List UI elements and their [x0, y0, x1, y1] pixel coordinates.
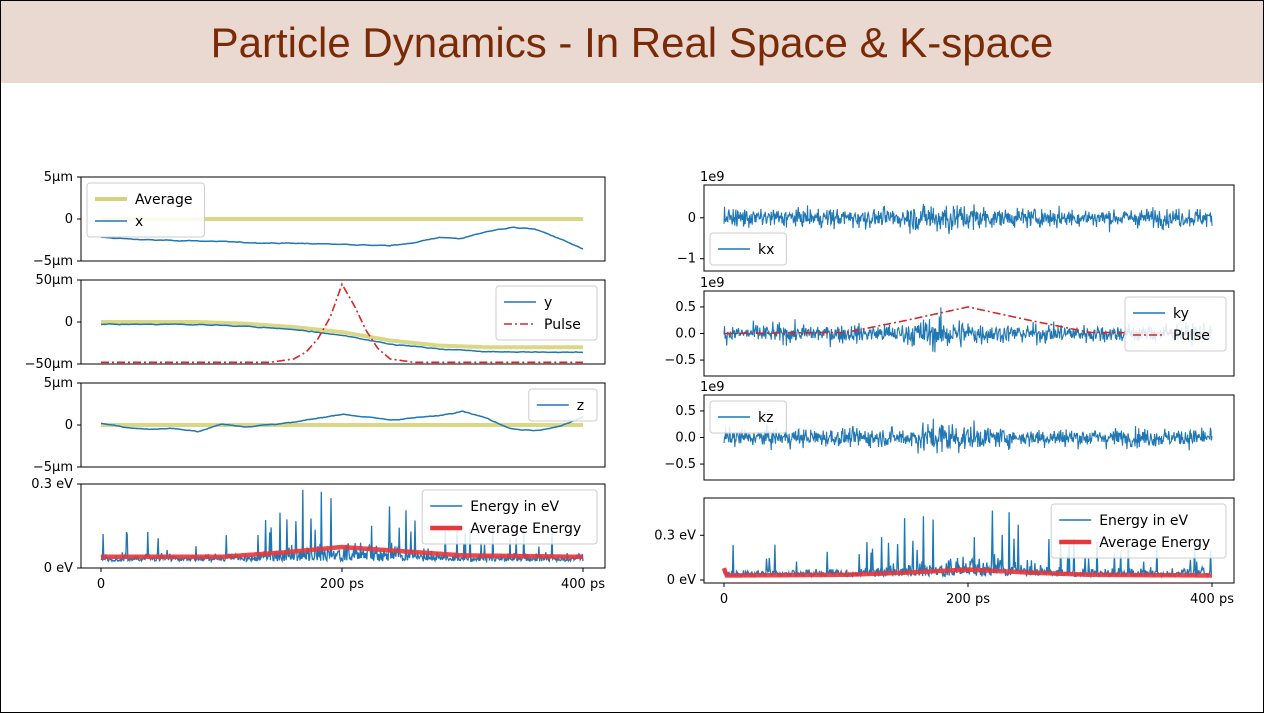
series-z: [100, 410, 584, 433]
series-average-energy: [101, 544, 583, 560]
y-tick-label: 50μm: [36, 273, 73, 288]
series-pulse: [101, 282, 583, 364]
series-y: [100, 323, 584, 354]
y-tick-label: −0.5: [664, 353, 696, 368]
legend-box: [1050, 503, 1227, 559]
x-tick-label: 400 ps: [561, 577, 605, 592]
legend-box: [421, 489, 598, 545]
offset-label: 1e9: [700, 170, 725, 185]
legend-label: Energy in eV: [470, 499, 559, 515]
chart-panel-k-x: 0 −1 1e9 kx: [677, 170, 1235, 272]
legend-label: Average: [135, 192, 193, 208]
y-tick-label: 5μm: [44, 170, 73, 185]
y-tick-label: −5μm: [33, 460, 73, 475]
x-tick-label: 200 ps: [320, 577, 364, 592]
series-average: [101, 320, 583, 350]
offset-label: 1e9: [700, 276, 725, 291]
y-tick-label: 0.3 eV: [654, 528, 696, 543]
slide-title: Particle Dynamics - In Real Space & K-sp…: [210, 19, 1054, 66]
y-tick-label: 0: [65, 212, 73, 227]
y-tick-label: 5μm: [44, 376, 73, 391]
legend-label: z: [577, 398, 584, 414]
legend-box: [495, 285, 598, 341]
legend-box: [1124, 296, 1227, 352]
legend-label: Pulse: [544, 317, 581, 333]
x-tick-label: 200 ps: [946, 592, 990, 607]
legend-label: ky: [1173, 306, 1189, 322]
legend-label: y: [544, 295, 552, 311]
legend-label: kz: [758, 410, 773, 426]
chart-panel-real-energy: 0.3 eV 0 eV 0 200 ps 400 ps Energy in eV Avera…: [31, 477, 606, 592]
chart-panel-k-energy: 0.3 eV 0 eV 0 200 ps 400 ps Energy in eV Avera…: [654, 497, 1235, 607]
y-tick-label: −0.5: [664, 457, 696, 472]
legend: Energy in eV Average Energy: [1050, 503, 1227, 559]
y-tick-label: 0.0: [675, 327, 696, 342]
series-kx: [723, 203, 1213, 235]
legend-label: x: [135, 214, 143, 230]
legend: Average x: [86, 182, 205, 238]
legend: y Pulse: [495, 285, 598, 341]
y-tick-label: −50μm: [25, 357, 73, 372]
chart-panel-k-y: 0.5 0.0 −0.5 1e9 ky Pulse: [664, 276, 1235, 377]
chart-panel-k-z: 0.5 0.0 −0.5 1e9 kz: [664, 380, 1235, 481]
x-tick-label: 0: [720, 592, 728, 607]
legend-label: Average Energy: [470, 521, 581, 537]
legend: Energy in eV Average Energy: [421, 489, 598, 545]
y-tick-label: −1: [677, 252, 696, 267]
y-tick-label: 0.3 eV: [31, 477, 73, 492]
series-kz: [723, 418, 1213, 454]
legend-label: Average Energy: [1099, 535, 1210, 551]
legend: ky Pulse: [1124, 296, 1227, 352]
y-tick-label: 0.5: [675, 404, 696, 419]
chart-panel-real-z: 5μm 0 −5μm z: [33, 376, 606, 475]
offset-label: 1e9: [700, 380, 725, 395]
chart-panel-real-y: 50μm 0 −50μm y Pulse: [25, 273, 606, 372]
y-tick-label: 0.0: [675, 431, 696, 446]
y-tick-label: 0: [65, 315, 73, 330]
legend: kz: [709, 400, 787, 434]
series-x: [101, 226, 584, 250]
y-tick-label: 0 eV: [667, 573, 696, 588]
y-tick-label: −5μm: [33, 254, 73, 269]
title-bar: Particle Dynamics - In Real Space & K-sp…: [1, 1, 1263, 83]
y-tick-label: 0 eV: [44, 561, 73, 576]
legend-label: Pulse: [1173, 328, 1210, 344]
y-tick-label: 0: [65, 418, 73, 433]
legend-box: [86, 182, 205, 238]
legend-label: kx: [758, 242, 774, 258]
chart-panel-real-x: 5μm 0 −5μm Average x: [33, 170, 606, 269]
y-tick-label: 0.5: [675, 300, 696, 315]
legend: kx: [709, 232, 787, 266]
x-tick-label: 0: [97, 577, 105, 592]
legend-label: Energy in eV: [1099, 513, 1188, 529]
y-tick-label: 0: [688, 211, 696, 226]
legend: z: [528, 388, 598, 422]
series-average-energy: [721, 567, 1212, 578]
x-tick-label: 400 ps: [1190, 592, 1234, 607]
